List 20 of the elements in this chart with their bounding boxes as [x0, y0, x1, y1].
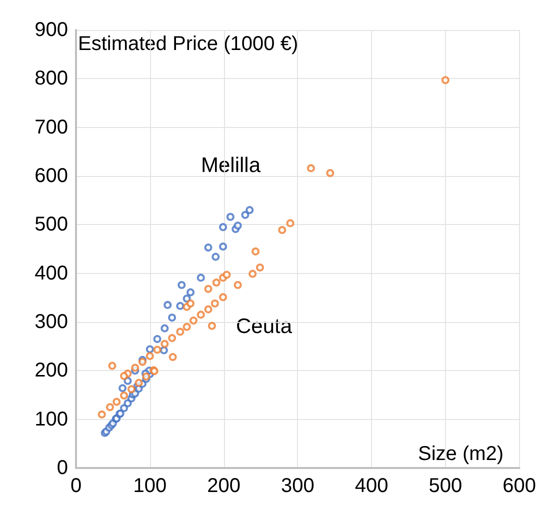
y-tick-label: 900: [34, 19, 68, 41]
y-tick-label: 800: [34, 68, 68, 90]
x-tick-label: 200: [207, 475, 240, 497]
y-tick-label: 700: [34, 116, 68, 138]
y-tick-label: 100: [34, 408, 68, 430]
y-tick-label: 600: [34, 165, 68, 187]
y-tick-label: 500: [34, 214, 68, 236]
x-tick-label: 100: [133, 475, 167, 497]
y-tick-label: 300: [34, 311, 68, 333]
x-tick-label: 600: [502, 475, 536, 497]
x-tick-label: 0: [70, 475, 82, 497]
x-axis-title: Size (m2): [418, 443, 504, 465]
y-tick-label: 0: [56, 457, 68, 479]
x-tick-label: 300: [280, 475, 314, 497]
x-tick-label: 500: [428, 475, 462, 497]
y-axis-title: Estimated Price (1000 €): [78, 33, 298, 55]
y-tick-label: 200: [34, 360, 68, 382]
series-label: Melilla: [201, 154, 261, 177]
x-tick-label: 400: [354, 475, 388, 497]
y-tick-label: 400: [34, 262, 68, 284]
